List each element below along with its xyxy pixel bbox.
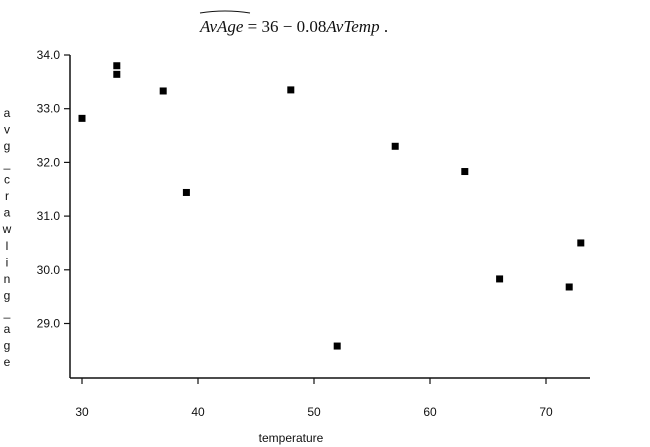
y-axis-label-char: g [4, 289, 11, 303]
y-tick-label: 29.0 [37, 317, 61, 331]
equation-equals: = [243, 17, 261, 36]
equation-lhs: AvAge [199, 17, 244, 36]
y-axis-label-char: g [4, 338, 11, 352]
y-axis-label-char: r [5, 189, 9, 203]
hat-accent [199, 10, 251, 14]
data-point [577, 239, 585, 247]
y-axis-label-char: v [4, 123, 10, 137]
y-axis-label-char: i [6, 255, 9, 269]
equation-rhs: AvTemp [325, 17, 379, 36]
data-point [78, 114, 86, 122]
data-point [461, 168, 469, 176]
data-point [333, 342, 341, 350]
equation-minus: − [279, 17, 297, 36]
equation-intercept: 36 [262, 17, 279, 36]
data-point [391, 142, 399, 150]
data-point [287, 86, 295, 94]
data-point [182, 188, 190, 196]
x-tick-label: 50 [307, 405, 321, 419]
y-tick-label: 32.0 [37, 155, 61, 169]
y-tick-label: 30.0 [37, 263, 61, 277]
y-axis-label-char: c [4, 172, 10, 186]
y-tick-label: 33.0 [37, 102, 61, 116]
y-axis-label-char: _ [3, 156, 11, 170]
y-axis-label-char: g [4, 139, 11, 153]
regression-equation: AvAge = 36 − 0.08AvTemp . [199, 10, 388, 36]
data-point [496, 275, 504, 283]
y-axis-label-char: a [4, 322, 11, 336]
data-point [113, 62, 121, 70]
y-axis-ticks: 29.0 30.0 31.0 32.0 33.0 34.0 [37, 48, 70, 331]
data-points [78, 62, 585, 350]
data-point [159, 87, 167, 95]
data-point [113, 70, 121, 78]
y-axis-label-char: l [6, 239, 9, 253]
y-axis-label-char: n [4, 272, 11, 286]
y-axis-label-char: e [4, 355, 11, 369]
y-axis-label-char: a [4, 206, 11, 220]
y-axis-label-char: _ [3, 305, 11, 319]
equation-end: . [380, 17, 389, 36]
x-tick-label: 40 [191, 405, 205, 419]
x-axis-label: temperature [259, 431, 324, 445]
y-axis-label-char: w [2, 222, 12, 236]
x-axis-ticks: 30 40 50 60 70 [75, 378, 553, 419]
y-tick-label: 31.0 [37, 209, 61, 223]
y-axis-label-char: a [4, 106, 11, 120]
equation-slope: 0.08 [297, 17, 327, 36]
data-point [565, 283, 573, 291]
x-tick-label: 30 [75, 405, 89, 419]
y-tick-label: 34.0 [37, 48, 61, 62]
equation-text: AvAge = 36 − 0.08AvTemp . [199, 17, 388, 36]
x-tick-label: 70 [539, 405, 553, 419]
x-tick-label: 60 [423, 405, 437, 419]
